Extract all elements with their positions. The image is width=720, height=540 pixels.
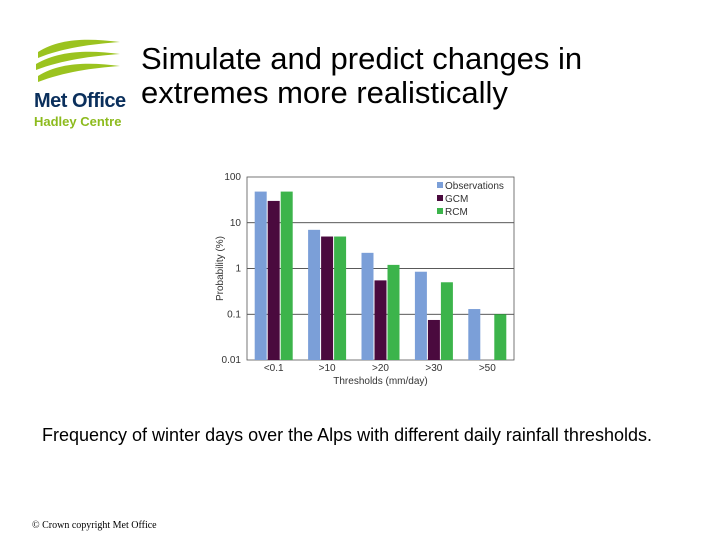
bar-gcm-0 bbox=[267, 200, 280, 360]
slide-title: Simulate and predict changes in extremes… bbox=[141, 41, 583, 110]
bar-observations-3 bbox=[414, 271, 427, 360]
met-office-logo: Met Office Hadley Centre bbox=[32, 34, 126, 130]
bar-rcm-2 bbox=[387, 264, 400, 360]
x-tick-label: >20 bbox=[372, 363, 389, 374]
slide-caption: Frequency of winter days over the Alps w… bbox=[42, 425, 652, 445]
bar-observations-2 bbox=[361, 252, 374, 360]
x-tick-label: <0.1 bbox=[264, 363, 284, 374]
y-tick-label: 0.01 bbox=[222, 355, 242, 366]
legend-entry: Observations bbox=[445, 181, 504, 192]
legend-swatch bbox=[437, 182, 443, 188]
bar-gcm-2 bbox=[374, 280, 387, 360]
logo-swoosh-3 bbox=[38, 63, 120, 82]
y-tick-label: 10 bbox=[230, 218, 242, 229]
bar-observations-1 bbox=[308, 229, 321, 360]
y-axis-label: Probability (%) bbox=[215, 236, 226, 301]
logo-swoosh-2 bbox=[36, 51, 120, 70]
copyright-notice: © Crown copyright Met Office bbox=[32, 520, 157, 531]
y-tick-label: 1 bbox=[235, 264, 241, 275]
y-tick-label: 0.1 bbox=[227, 309, 241, 320]
logo-swoosh-1 bbox=[38, 39, 120, 58]
legend-swatch bbox=[437, 195, 443, 201]
x-axis-label: Thresholds (mm/day) bbox=[333, 376, 427, 387]
bar-gcm-3 bbox=[427, 319, 440, 360]
x-tick-label: >50 bbox=[479, 363, 496, 374]
logo-subtitle: Hadley Centre bbox=[34, 114, 122, 129]
bar-rcm-0 bbox=[280, 191, 293, 360]
legend-entry: GCM bbox=[445, 194, 468, 205]
bar-rcm-3 bbox=[440, 282, 453, 360]
probability-bar-chart: 100 10 1 0.1 0.01 <0.1 >10 >20 >30 >50 Thresholds … bbox=[210, 165, 520, 400]
legend-swatch bbox=[437, 208, 443, 214]
bar-observations-4 bbox=[468, 309, 481, 360]
chart-svg: 100 10 1 0.1 0.01 <0.1 >10 >20 >30 >50 Thresholds … bbox=[215, 172, 515, 387]
x-tick-label: >10 bbox=[319, 363, 336, 374]
x-tick-label: >30 bbox=[425, 363, 442, 374]
swoosh-logo-icon bbox=[36, 39, 120, 82]
legend-entry: RCM bbox=[445, 207, 468, 218]
y-tick-label: 100 bbox=[224, 172, 241, 183]
logo-name: Met Office bbox=[34, 90, 126, 112]
bar-rcm-4 bbox=[494, 314, 507, 360]
bar-observations-0 bbox=[254, 191, 267, 360]
bar-gcm-1 bbox=[321, 236, 334, 360]
bar-rcm-1 bbox=[334, 236, 347, 360]
